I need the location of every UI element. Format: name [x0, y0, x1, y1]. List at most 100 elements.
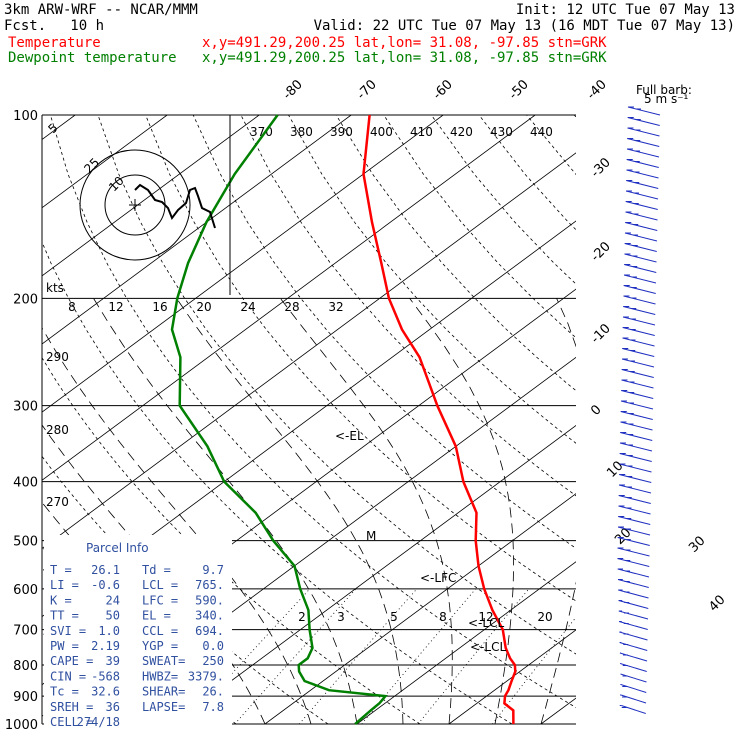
- wind-barb-staff: [618, 589, 649, 599]
- wind-barb-staff: [617, 568, 650, 578]
- theta-label: 440: [530, 125, 553, 139]
- wind-barb-staff: [624, 253, 657, 263]
- wind-barb-staff: [627, 138, 660, 147]
- wind-barb-staff: [622, 348, 655, 357]
- parcel-info-cell: 2.19: [91, 639, 120, 653]
- wind-barb-staff: [619, 463, 652, 473]
- wind-barb-staff: [626, 148, 660, 158]
- wind-barb-staff: [623, 295, 656, 305]
- isotherm: [356, 561, 576, 724]
- wind-barb-staff: [620, 411, 653, 420]
- parcel-info-cell: 340.: [195, 609, 224, 623]
- wind-barbs: [617, 106, 661, 714]
- hodo-speed-label: 32: [328, 300, 343, 314]
- parcel-info-cell: PW =: [50, 639, 79, 653]
- parcel-info-cell: CCL =: [142, 624, 178, 638]
- pressure-tick-label: 600: [13, 583, 38, 598]
- parcel-info-cell: CIN =: [50, 669, 86, 683]
- mixing-ratio-line: [234, 588, 357, 724]
- wind-barb-staff: [618, 484, 652, 494]
- fcst-label: Fcst.: [4, 18, 46, 34]
- theta-label-left: 270: [46, 495, 69, 509]
- wind-barb-staff: [619, 474, 652, 483]
- wind-barb-staff: [626, 180, 659, 189]
- mixing-ratio-label: 8: [439, 610, 447, 624]
- parcel-info-cell: 274/18: [77, 715, 120, 729]
- wind-barb-staff: [617, 579, 649, 588]
- mixing-ratio-label: 3: [337, 610, 345, 624]
- wind-barb-staff: [621, 390, 654, 399]
- mixing-ratio-label: 5: [390, 610, 398, 624]
- series-layer: [170, 114, 517, 725]
- parcel-info-cell: 39: [106, 654, 120, 668]
- parcel-info-cell: 9.7: [202, 563, 224, 577]
- hodograph-trace: [134, 183, 216, 229]
- pressure-tick-label: 700: [13, 624, 38, 639]
- hodo-speed-label: 20: [196, 300, 211, 314]
- dry-adiabat: [573, 115, 576, 118]
- wind-barb-staff: [625, 222, 658, 231]
- mixing-ratio-label: 20: [537, 610, 552, 624]
- wind-barb-staff: [625, 201, 658, 210]
- parcel-info-cell: SHEAR=: [142, 685, 185, 699]
- isotherm: [725, 115, 740, 724]
- parcel-info-cell: 694.: [195, 624, 224, 638]
- parcel-info-cell: LI =: [50, 578, 79, 592]
- lcl-label: <-LCL: [468, 616, 504, 630]
- dry-adiabat: [717, 115, 740, 724]
- dry-adiabat: [192, 115, 576, 549]
- wind-barb-staff: [622, 327, 655, 336]
- isotherm: [172, 424, 576, 724]
- wind-barb-staff: [627, 106, 661, 116]
- parcel-info-cell: YGP =: [142, 639, 178, 653]
- wind-barb-staff: [618, 495, 651, 504]
- barb-legend-value: 5 m s⁻¹: [644, 92, 689, 106]
- pressure-tick-label: 400: [13, 476, 38, 491]
- model-title: 3km ARW-WRF -- NCAR/MMM: [4, 2, 198, 18]
- wind-barb-staff: [618, 516, 651, 525]
- hodo-speed-label: 12: [108, 300, 123, 314]
- legend-dewpoint-info: x,y=491.29,200.25 lat,lon= 31.08, -97.85…: [202, 50, 607, 66]
- parcel-info-cell: 0.0: [202, 639, 224, 653]
- parcel-info-cell: Tc =: [50, 685, 79, 699]
- wind-barb-staff: [626, 169, 659, 179]
- wind-barb-staff: [621, 379, 654, 389]
- isotherm-label: -80: [280, 77, 306, 103]
- hodo-speed-label: 16: [152, 300, 167, 314]
- parcel-info-cell: 250: [202, 654, 224, 668]
- pressure-tick-label: 300: [13, 400, 38, 415]
- theta-label: 390: [330, 125, 353, 139]
- moist-adiabat: [409, 298, 515, 724]
- parcel-info-cell: 7.8: [202, 700, 224, 714]
- isotherm: [633, 115, 740, 724]
- mixing-ratio-line: [298, 588, 418, 724]
- parcel-info-cell: 765.: [195, 578, 224, 592]
- parcel-info-cell: SWEAT=: [142, 654, 185, 668]
- wind-barb-staff: [625, 211, 658, 221]
- dry-adiabat: [478, 115, 576, 231]
- theta-label: 400: [370, 125, 393, 139]
- wind-barb-staff: [620, 400, 654, 410]
- wind-barb-staff: [625, 190, 659, 200]
- isotherm-label: 20: [612, 526, 634, 548]
- hodo-speed-label: 28: [284, 300, 299, 314]
- isotherm: [42, 220, 576, 618]
- wind-barb-staff: [619, 652, 648, 662]
- wind-barb-staff: [617, 547, 650, 557]
- theta-label-left: 290: [46, 350, 69, 364]
- dry-adiabat: [288, 115, 576, 444]
- isotherm: [264, 493, 576, 724]
- parcel-info-cell: LCL =: [142, 578, 178, 592]
- ccl-label: <-LCL: [470, 640, 506, 654]
- wind-barb-staff: [621, 358, 655, 368]
- moist-adiabat: [540, 298, 576, 724]
- isotherm-label: -20: [588, 239, 614, 265]
- isotherm-label: -70: [354, 77, 380, 103]
- wind-barb-staff: [622, 337, 655, 347]
- temperature-line: [362, 114, 517, 725]
- parcel-info-cell: Td =: [142, 563, 171, 577]
- wind-barb-staff: [620, 663, 647, 672]
- isotherm-label: -40: [584, 77, 610, 103]
- theta-label: 420: [450, 125, 473, 139]
- wind-barb-staff: [620, 694, 647, 704]
